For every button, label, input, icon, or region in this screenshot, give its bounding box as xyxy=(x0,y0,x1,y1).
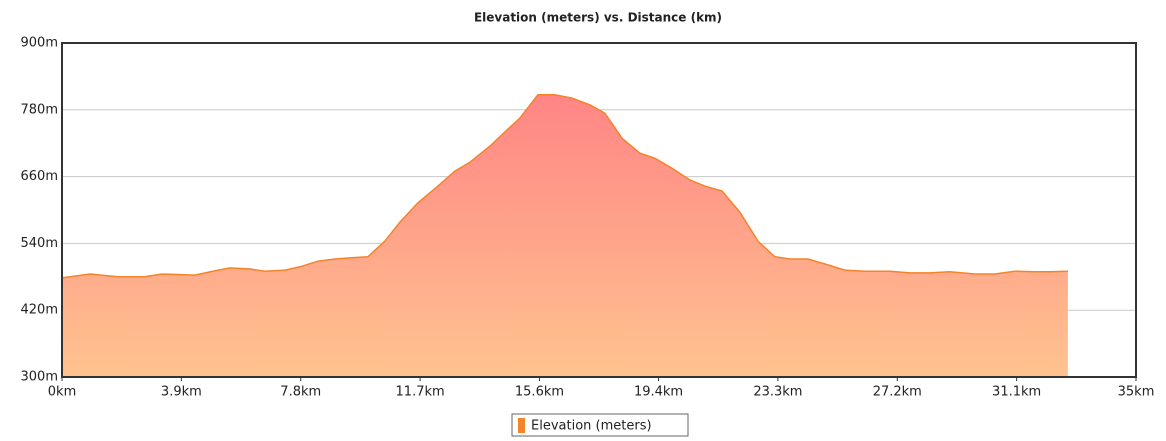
area xyxy=(62,94,1068,378)
x-tick-label: 7.8km xyxy=(280,385,321,400)
y-tick-label: 900m xyxy=(21,36,58,51)
y-tick-label: 660m xyxy=(21,169,58,184)
x-tick-label: 15.6km xyxy=(515,385,564,400)
plot-frame xyxy=(61,42,1137,378)
y-tick-label: 420m xyxy=(21,303,58,318)
x-tick-label: 27.2km xyxy=(873,385,922,400)
area-line xyxy=(61,94,1068,279)
y-tick-label: 780m xyxy=(21,102,58,117)
x-tick-label: 31.1km xyxy=(992,385,1041,400)
y-tick-label: 300m xyxy=(21,370,58,385)
x-tick-label: 19.4km xyxy=(634,385,683,400)
chart-title: Elevation (meters) vs. Distance (km) xyxy=(474,11,722,25)
y-tick-label: 540m xyxy=(21,236,58,251)
x-tick-label: 35km xyxy=(1118,385,1155,400)
x-tick-label: 0km xyxy=(48,385,76,400)
x-tick-label: 11.7km xyxy=(396,385,445,400)
legend-swatch xyxy=(518,418,525,433)
x-tick-label: 3.9km xyxy=(161,385,202,400)
x-tick-label: 23.3km xyxy=(753,385,802,400)
legend-box xyxy=(511,413,689,437)
legend-label: Elevation (meters) xyxy=(531,419,652,434)
